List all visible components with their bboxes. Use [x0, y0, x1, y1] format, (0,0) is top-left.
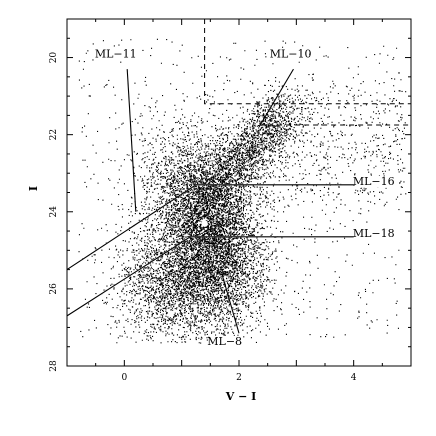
y-tick-label: 20: [49, 52, 59, 64]
x-tick-label: 2: [236, 373, 242, 383]
ml-11-label: ML−11: [95, 48, 137, 61]
ml-8-label: ML−8: [207, 335, 242, 348]
ml-18-label: ML−18: [353, 227, 395, 240]
scatter-point-cloud: [78, 38, 407, 344]
y-tick-label: 22: [49, 129, 59, 140]
ml-10-pointer: [258, 68, 294, 128]
ml-18-boundary: [66, 236, 354, 317]
dashed-boundary-1: [204, 19, 411, 105]
ml-16-boundary: [66, 184, 354, 271]
x-axis-title: V − I: [225, 390, 257, 403]
region-labels: ML−11 ML−10 ML−16 ML−18 ML−8: [95, 48, 395, 348]
region-boundaries: [66, 19, 411, 334]
ml-11-pointer: [126, 69, 137, 212]
y-tick-label: 24: [49, 206, 59, 218]
ml-11-label-bg: [97, 48, 135, 61]
ml-18-label-bg: [355, 227, 393, 240]
y-axis-title: I: [27, 186, 40, 191]
y-tick-label: 26: [49, 283, 59, 295]
ml-10-label-bg: [272, 48, 310, 61]
x-tick-label: 4: [351, 373, 357, 383]
y-tick-label: 28: [49, 360, 59, 372]
ml-16-label-bg: [355, 175, 393, 188]
x-tick-label: 0: [121, 373, 127, 383]
highlight-point: [201, 220, 208, 227]
scatter-points: [78, 38, 407, 344]
ml-16-label: ML−16: [353, 175, 395, 188]
ml-8-label-bg: [209, 335, 240, 348]
ml-8-pointer: [221, 273, 240, 334]
ml-10-label: ML−10: [270, 48, 312, 61]
